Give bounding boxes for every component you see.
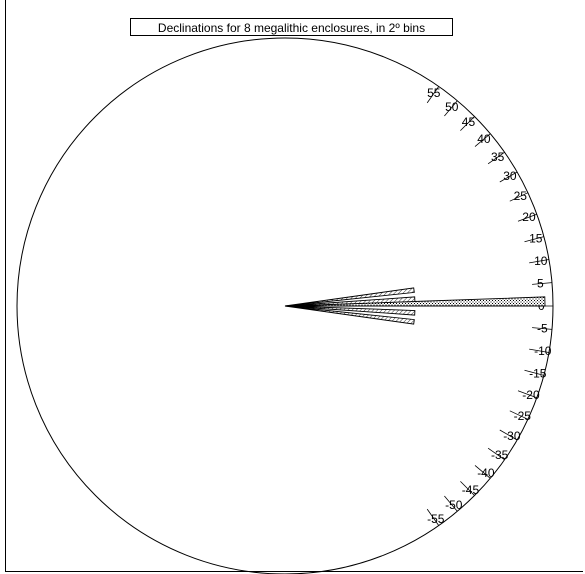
tick--30 — [499, 429, 518, 441]
tick-15 — [524, 236, 545, 243]
tick-50 — [444, 100, 458, 117]
tick-label-5: 5 — [537, 276, 544, 290]
tick-label--10: -10 — [534, 344, 552, 358]
tick-label-25: 25 — [514, 189, 528, 203]
tick--15 — [524, 369, 545, 376]
petal-2-to-4 — [284, 296, 416, 307]
tick-5 — [532, 282, 553, 285]
tick-label--50: -50 — [445, 498, 463, 512]
tick-label--35: -35 — [491, 448, 509, 462]
tick--50 — [444, 495, 458, 512]
tick--45 — [460, 481, 475, 496]
declination-ticks — [426, 86, 553, 526]
tick-20 — [517, 213, 537, 222]
tick-label--45: -45 — [462, 483, 480, 497]
tick--5 — [532, 327, 553, 330]
tick-25 — [509, 192, 529, 202]
tick-label--5: -5 — [537, 322, 548, 336]
plot-frame — [5, 0, 583, 572]
tick-label--25: -25 — [514, 409, 532, 423]
petal--4-to--2 — [284, 305, 416, 316]
chart-title: Declinations for 8 megalithic enclosures… — [130, 18, 453, 36]
declination-labels: 5550454035302520151050-5-10-15-20-25-30-… — [427, 86, 552, 526]
tick--55 — [426, 508, 440, 526]
tick-label-10: 10 — [534, 254, 548, 268]
tick-40 — [474, 133, 491, 147]
petal-6-to-8 — [284, 287, 415, 307]
tick--40 — [474, 465, 491, 479]
tick-label-35: 35 — [491, 150, 505, 164]
tick-30 — [499, 171, 518, 183]
tick--25 — [509, 410, 529, 420]
tick-45 — [460, 116, 475, 131]
tick-label-50: 50 — [445, 100, 459, 114]
tick-35 — [487, 151, 505, 165]
tick-label--20: -20 — [522, 388, 540, 402]
tick-label--30: -30 — [503, 429, 521, 443]
tick-label-55: 55 — [427, 86, 441, 100]
tick-55 — [426, 86, 440, 104]
rose-petals — [284, 287, 546, 325]
tick--35 — [487, 447, 505, 461]
tick-label-20: 20 — [522, 210, 536, 224]
tick-label-30: 30 — [503, 169, 517, 183]
tick--10 — [529, 348, 549, 353]
tick-label--55: -55 — [427, 512, 445, 526]
tick-label-45: 45 — [462, 115, 476, 129]
tick-label--15: -15 — [529, 366, 547, 380]
tick-label-40: 40 — [477, 132, 491, 146]
petal--8-to--6 — [284, 305, 415, 325]
tick-label--40: -40 — [477, 466, 495, 480]
tick-10 — [529, 259, 549, 264]
tick--20 — [517, 390, 537, 399]
tick-label-15: 15 — [529, 232, 543, 246]
